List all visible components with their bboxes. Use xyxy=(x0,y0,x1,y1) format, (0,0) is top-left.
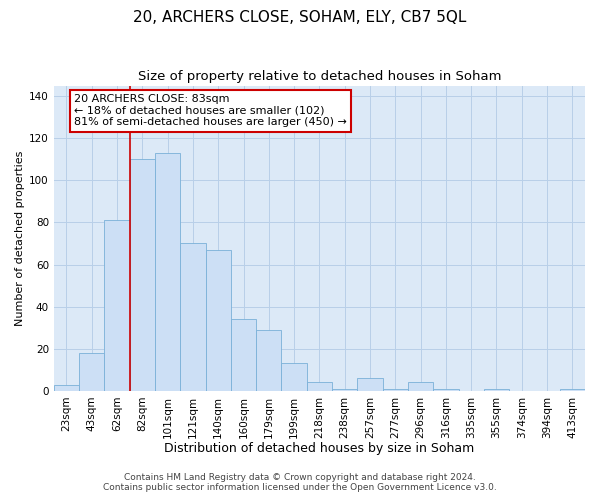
Bar xyxy=(130,159,155,391)
Bar xyxy=(180,244,206,391)
Bar xyxy=(256,330,281,391)
Bar xyxy=(433,388,458,391)
Bar xyxy=(408,382,433,391)
Bar xyxy=(104,220,130,391)
Text: 20, ARCHERS CLOSE, SOHAM, ELY, CB7 5QL: 20, ARCHERS CLOSE, SOHAM, ELY, CB7 5QL xyxy=(133,10,467,25)
Text: Contains HM Land Registry data © Crown copyright and database right 2024.
Contai: Contains HM Land Registry data © Crown c… xyxy=(103,473,497,492)
X-axis label: Distribution of detached houses by size in Soham: Distribution of detached houses by size … xyxy=(164,442,475,455)
Bar xyxy=(332,388,358,391)
Bar xyxy=(281,364,307,391)
Bar xyxy=(484,388,509,391)
Bar xyxy=(231,320,256,391)
Title: Size of property relative to detached houses in Soham: Size of property relative to detached ho… xyxy=(137,70,501,83)
Y-axis label: Number of detached properties: Number of detached properties xyxy=(15,150,25,326)
Bar xyxy=(560,388,585,391)
Bar xyxy=(79,353,104,391)
Bar xyxy=(383,388,408,391)
Bar xyxy=(307,382,332,391)
Text: 20 ARCHERS CLOSE: 83sqm
← 18% of detached houses are smaller (102)
81% of semi-d: 20 ARCHERS CLOSE: 83sqm ← 18% of detache… xyxy=(74,94,347,127)
Bar xyxy=(358,378,383,391)
Bar xyxy=(206,250,231,391)
Bar xyxy=(54,384,79,391)
Bar xyxy=(155,153,180,391)
